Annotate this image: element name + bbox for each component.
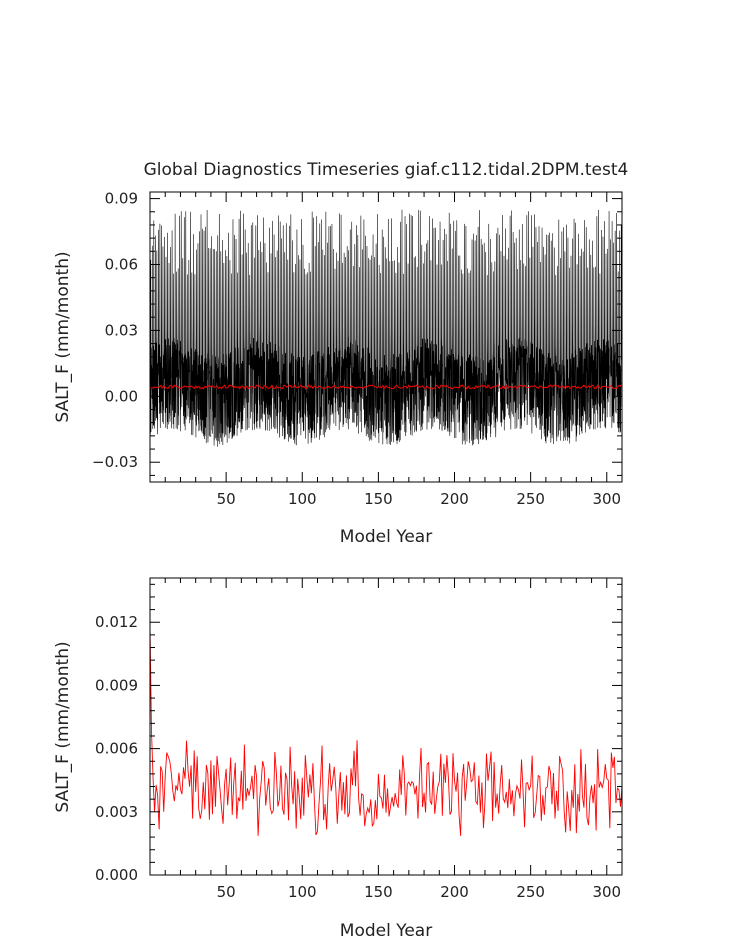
y-tick-label: 0.003 — [95, 803, 138, 821]
bottom-chart-panel: 50 100 150 200 250 300 0.0000.0030.0060.0090.… — [53, 577, 623, 941]
series-line-annual-mean — [149, 626, 623, 836]
y-tick-label: 0.00 — [105, 387, 138, 405]
bottom-chart-x-axis-label: Model Year — [340, 921, 432, 941]
x-tick-label: 300 — [592, 490, 621, 508]
x-tick-label: 150 — [364, 883, 393, 901]
y-tick-label: 0.09 — [105, 190, 138, 208]
y-tick-label: −0.03 — [92, 453, 138, 471]
top-chart-x-tick-labels: 50 100 150 200 250 300 — [217, 490, 622, 508]
top-chart-x-axis-label: Model Year — [340, 527, 432, 547]
bottom-chart-ticks — [150, 578, 622, 876]
bottom-chart-y-axis-label: SALT_F (mm/month) — [53, 641, 73, 812]
x-tick-label: 150 — [364, 490, 393, 508]
series-line-monthly — [149, 209, 623, 447]
x-tick-label: 50 — [217, 883, 236, 901]
x-tick-label: 300 — [592, 883, 621, 901]
x-tick-label: 100 — [288, 883, 317, 901]
chart-title: Global Diagnostics Timeseries giaf.c112.… — [144, 160, 629, 180]
x-tick-label: 100 — [288, 490, 317, 508]
bottom-chart-data — [149, 626, 623, 836]
y-tick-label: 0.012 — [95, 613, 138, 631]
y-tick-label: 0.03 — [105, 321, 138, 339]
series-line-annual-mean — [149, 383, 623, 390]
top-chart-y-tick-labels: −0.03 0.00 0.03 0.06 0.09 — [92, 190, 138, 472]
x-tick-label: 250 — [516, 490, 545, 508]
bottom-chart-x-tick-labels: 50 100 150 200 250 300 — [217, 883, 622, 901]
x-tick-label: 200 — [440, 883, 469, 901]
bottom-chart-frame — [149, 577, 623, 876]
bottom-chart-y-tick-labels: 0.000 0.003 0.006 0.009 0.012 — [95, 613, 138, 884]
x-tick-label: 50 — [217, 490, 236, 508]
x-tick-label: 250 — [516, 883, 545, 901]
y-tick-label: 0.000 — [95, 866, 138, 884]
y-tick-label: 0.06 — [105, 256, 138, 274]
y-tick-label: 0.006 — [95, 740, 138, 758]
y-tick-label: 0.009 — [95, 676, 138, 694]
top-chart-data — [149, 209, 623, 447]
top-chart-panel: Global Diagnostics Timeseries giaf.c112.… — [53, 160, 628, 547]
top-chart-y-axis-label: SALT_F (mm/month) — [53, 251, 73, 422]
top-chart-ticks — [150, 192, 622, 482]
x-tick-label: 200 — [440, 490, 469, 508]
top-chart-frame — [149, 191, 623, 483]
